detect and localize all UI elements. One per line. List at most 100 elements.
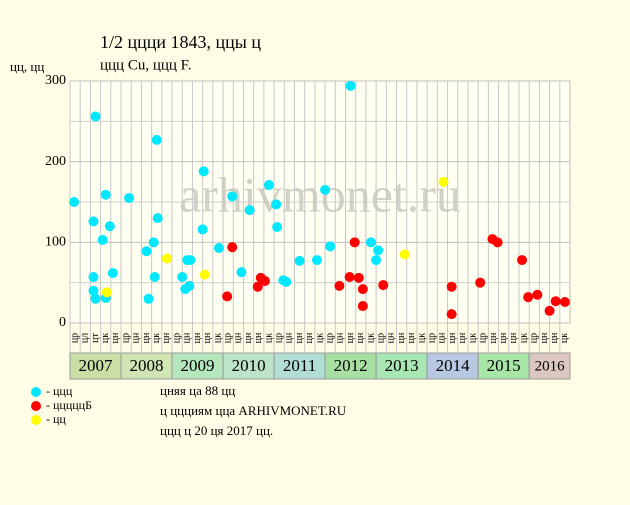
- point: [88, 285, 99, 296]
- point: [446, 281, 457, 292]
- point: [438, 176, 449, 187]
- point: [320, 184, 331, 195]
- year-band: [528, 352, 571, 380]
- y-tick-label: 300: [45, 73, 66, 88]
- point: [271, 199, 282, 210]
- column-label: цк: [212, 333, 223, 343]
- y-label: цц, цц: [10, 59, 44, 74]
- column-label: цн: [161, 332, 172, 343]
- year-label: 2013: [385, 356, 419, 375]
- point: [149, 272, 160, 283]
- column-label: цн: [182, 332, 193, 343]
- column-label: цк: [100, 333, 111, 343]
- column-label: цн: [386, 332, 397, 343]
- year-label: 2012: [334, 356, 368, 375]
- column-label: цр: [69, 333, 80, 343]
- point: [177, 272, 188, 283]
- legend-swatch: [31, 387, 41, 397]
- note: ц ццциям цца ARHIVMONET.RU: [160, 403, 347, 418]
- point: [197, 224, 208, 235]
- column-label: цн: [396, 332, 407, 343]
- year-label: 2007: [79, 356, 114, 375]
- watermark: arhivmonet.ru: [179, 166, 461, 222]
- point: [281, 276, 292, 287]
- point: [259, 276, 270, 287]
- column-label: цр: [325, 333, 336, 343]
- point: [143, 293, 154, 304]
- column-label: цт: [90, 333, 101, 343]
- column-label: цн: [345, 332, 356, 343]
- point: [101, 287, 112, 298]
- column-label: цн: [355, 332, 366, 343]
- column-label: цк: [314, 333, 325, 343]
- point: [244, 205, 255, 216]
- column-label: цр: [478, 333, 489, 343]
- point: [550, 296, 561, 307]
- year-band: [222, 352, 275, 380]
- chart-subtitle: ццц Cu, ццц F.: [100, 57, 192, 73]
- column-label: цн: [335, 332, 346, 343]
- legend-label: - цц: [46, 412, 66, 426]
- point: [69, 197, 80, 207]
- column-label: цк: [151, 333, 162, 343]
- year-band: [477, 352, 530, 380]
- column-label: цр: [376, 333, 387, 343]
- point: [446, 309, 457, 320]
- column-label: цн: [508, 332, 519, 343]
- year-label: 2015: [487, 356, 521, 375]
- point: [88, 272, 99, 283]
- column-label: цн: [243, 332, 254, 343]
- year-band: [69, 352, 122, 380]
- column-label: цк: [467, 333, 478, 343]
- point: [399, 249, 410, 260]
- year-label: 2011: [283, 356, 316, 375]
- column-label: цн: [192, 332, 203, 343]
- point: [90, 111, 101, 122]
- point: [97, 234, 108, 245]
- column-label: цр: [171, 333, 182, 343]
- column-label: цн: [253, 332, 264, 343]
- column-label: цк: [416, 333, 427, 343]
- point: [227, 242, 238, 253]
- point: [366, 237, 377, 248]
- column-label: цн: [437, 332, 448, 343]
- point: [371, 255, 382, 266]
- column-label: цр: [427, 333, 438, 343]
- column-label: цн: [549, 332, 560, 343]
- year-band: [324, 352, 377, 380]
- column-label: цр: [273, 333, 284, 343]
- point: [492, 237, 503, 248]
- point: [349, 237, 360, 248]
- point: [345, 80, 356, 91]
- point: [373, 245, 384, 256]
- point: [263, 180, 274, 191]
- year-band: [375, 352, 428, 380]
- column-label: цк: [518, 333, 529, 343]
- point: [357, 301, 368, 312]
- column-label: цк: [559, 333, 570, 343]
- column-label: цн: [284, 332, 295, 343]
- point: [148, 237, 159, 248]
- column-label: цн: [294, 332, 305, 343]
- column-label: цн: [202, 332, 213, 343]
- year-label: 2016: [535, 358, 566, 374]
- column-label: цк: [365, 333, 376, 343]
- note: цняя ца 88 цц: [160, 383, 235, 398]
- point: [198, 166, 209, 177]
- column-label: цн: [141, 332, 152, 343]
- point: [334, 280, 345, 291]
- column-label: цн: [304, 332, 315, 343]
- point: [252, 281, 263, 292]
- point: [184, 280, 195, 291]
- column-label: цн: [539, 332, 550, 343]
- chart-title: 1/2 ццци 1843, ццы ц: [100, 32, 261, 52]
- point: [523, 292, 534, 303]
- point: [107, 267, 118, 278]
- year-label: 2009: [181, 356, 215, 375]
- point: [325, 241, 336, 252]
- point: [517, 255, 528, 266]
- point: [311, 255, 322, 266]
- column-label: цн: [406, 332, 417, 343]
- point: [90, 293, 101, 304]
- point: [544, 305, 555, 316]
